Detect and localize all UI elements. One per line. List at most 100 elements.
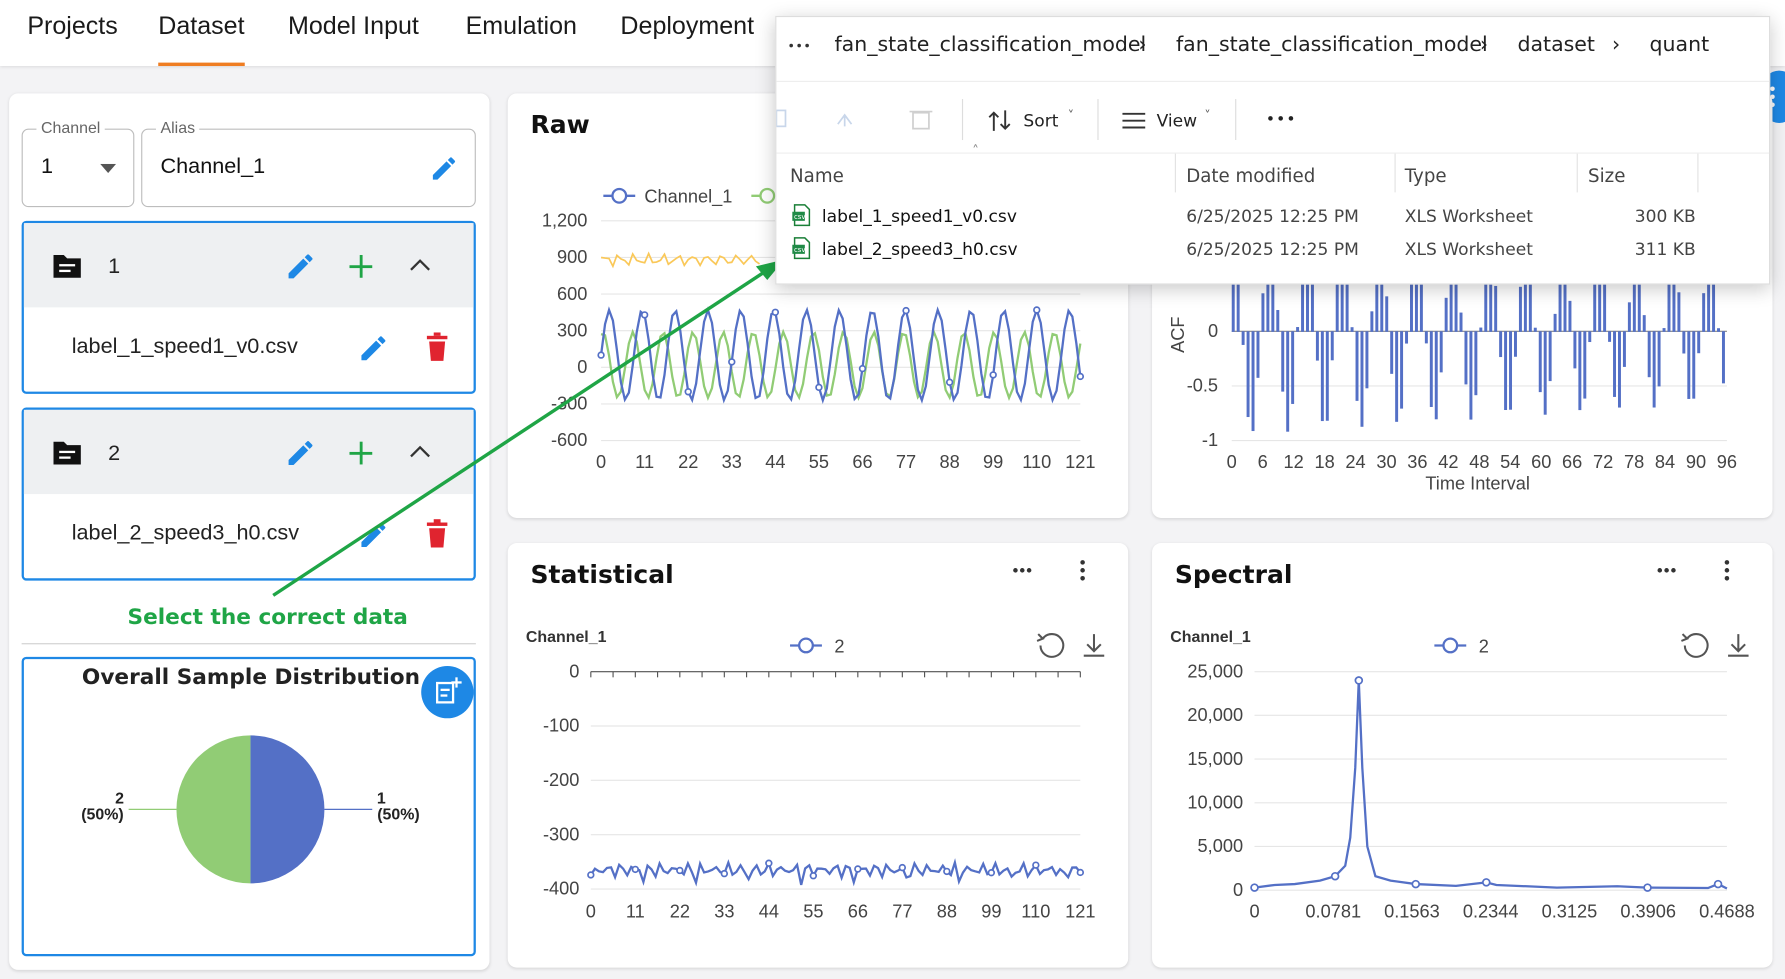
edit-group-icon[interactable]	[285, 437, 317, 469]
download-icon[interactable]	[1728, 634, 1749, 657]
stat-legend[interactable]: 2	[790, 636, 845, 656]
folder-icon	[53, 441, 81, 465]
stat-point	[809, 872, 818, 880]
chevron-down-icon: ˅	[1204, 108, 1211, 123]
acf-bar	[1310, 279, 1314, 332]
column-size[interactable]: Size	[1588, 165, 1626, 187]
x-tick-label: 90	[1686, 452, 1706, 472]
raw-point	[640, 311, 649, 319]
spec-legend[interactable]: 2	[1434, 636, 1489, 656]
group-header[interactable]: 2	[23, 409, 474, 495]
file-explorer-window: fan_state_classification_model › fan_sta…	[775, 15, 1771, 285]
acf-bar	[1543, 331, 1547, 415]
file-name: label_2_speed3_h0.csv	[821, 239, 1018, 260]
refresh-icon[interactable]	[1036, 633, 1065, 658]
add-file-icon[interactable]	[347, 439, 374, 466]
more-horizontal-icon[interactable]	[1000, 559, 1046, 582]
view-icon[interactable]	[1120, 110, 1147, 130]
more-horizontal-icon[interactable]	[1644, 559, 1690, 582]
acf-bar	[1429, 331, 1433, 407]
download-icon[interactable]	[1083, 634, 1105, 657]
x-tick-label: 0	[596, 452, 606, 472]
acf-bar	[1578, 331, 1582, 411]
acf-bar	[1523, 271, 1527, 332]
breadcrumb-item[interactable]: fan_state_classification_model	[834, 33, 1147, 57]
chevron-up-icon[interactable]	[410, 444, 430, 458]
acf-bar	[1375, 271, 1379, 332]
file-date: 6/25/2025 12:25 PM	[1186, 206, 1359, 227]
y-tick-label: 20,000	[1187, 705, 1243, 725]
file-row[interactable]: csv label_1_speed1_v0.csv 6/25/2025 12:2…	[776, 199, 1769, 231]
acf-bar	[1613, 331, 1617, 397]
folder-icon	[53, 254, 81, 278]
acf-bar	[1286, 331, 1290, 432]
tab-deployment[interactable]: Deployment	[620, 11, 755, 40]
acf-bar	[1603, 278, 1607, 332]
tab-dataset[interactable]: Dataset	[158, 11, 245, 67]
breadcrumb-item[interactable]: dataset	[1517, 33, 1595, 57]
y-tick-label: 0	[1233, 880, 1243, 900]
edit-group-icon[interactable]	[285, 250, 317, 282]
raw-point	[684, 388, 692, 396]
edit-file-icon[interactable]	[357, 519, 389, 551]
column-date[interactable]: Date modified	[1186, 165, 1316, 187]
file-row[interactable]: csv label_2_speed3_h0.csv 6/25/2025 12:2…	[776, 232, 1769, 264]
stat-legend-label: 2	[834, 636, 844, 656]
x-tick-label: 72	[1593, 452, 1613, 472]
breadcrumb-item[interactable]: quant	[1649, 33, 1710, 57]
sort-button[interactable]: Sort	[1023, 110, 1059, 131]
x-tick-label: 66	[848, 902, 868, 922]
group-header[interactable]: 1	[23, 223, 474, 308]
raw-series-blue	[599, 306, 1082, 404]
y-tick-label: 0	[577, 357, 587, 377]
acf-bar	[1499, 331, 1503, 358]
acf-bar	[1395, 331, 1399, 422]
acf-bar	[1301, 271, 1305, 332]
edit-file-icon[interactable]	[357, 332, 389, 364]
column-name[interactable]: Name	[790, 165, 844, 187]
file-row[interactable]: label_1_speed1_v0.csv	[24, 307, 474, 391]
more-vertical-icon[interactable]	[1071, 557, 1094, 584]
tab-projects[interactable]: Projects	[27, 11, 118, 40]
acf-bar	[1335, 280, 1339, 332]
file-name: label_1_speed1_v0.csv	[71, 334, 298, 359]
breadcrumb-item[interactable]: fan_state_classification_model	[1175, 33, 1488, 57]
acf-bar	[1330, 331, 1334, 361]
legend-marker-2	[759, 187, 776, 204]
view-button[interactable]: View	[1156, 110, 1198, 131]
x-tick-label: 22	[678, 452, 698, 472]
file-row[interactable]: label_2_speed3_h0.csv	[24, 494, 474, 578]
delete-icon[interactable]	[425, 519, 450, 549]
acf-bar	[1563, 271, 1567, 332]
add-report-button[interactable]	[421, 665, 474, 719]
column-type[interactable]: Type	[1404, 165, 1447, 187]
alias-field[interactable]: Alias Channel_1	[141, 118, 476, 208]
acf-bar	[1400, 331, 1404, 409]
channel-select[interactable]: Channel 1	[21, 118, 135, 208]
stat-series	[589, 858, 1082, 887]
y-tick-label: 600	[557, 284, 587, 304]
spec-channel-label: Channel_1	[1170, 629, 1251, 646]
raw-legend[interactable]: Channel_1	[603, 187, 781, 208]
acf-bar	[1712, 275, 1716, 332]
add-file-icon[interactable]	[347, 253, 374, 280]
stat-channel-label: Channel_1	[526, 629, 607, 646]
acf-bar	[1449, 271, 1453, 332]
sort-icon[interactable]	[987, 108, 1014, 133]
tab-emulation[interactable]: Emulation	[465, 11, 577, 40]
chevron-up-icon[interactable]	[410, 257, 430, 271]
spectral-point	[1411, 879, 1421, 889]
edit-alias-icon[interactable]	[429, 154, 459, 184]
acf-bar	[1514, 331, 1517, 357]
raw-point	[728, 358, 736, 366]
refresh-icon[interactable]	[1681, 633, 1709, 658]
delete-icon[interactable]	[425, 332, 450, 362]
more-vertical-icon[interactable]	[1716, 557, 1739, 584]
acf-bar	[1454, 271, 1458, 332]
spectral-point	[1713, 879, 1723, 889]
spectral-point	[1482, 878, 1491, 887]
y-tick-label: -100	[543, 716, 579, 736]
more-horizontal-icon[interactable]	[788, 40, 813, 51]
tab-model-input[interactable]: Model Input	[288, 11, 419, 40]
more-options-icon[interactable]	[1266, 113, 1296, 124]
